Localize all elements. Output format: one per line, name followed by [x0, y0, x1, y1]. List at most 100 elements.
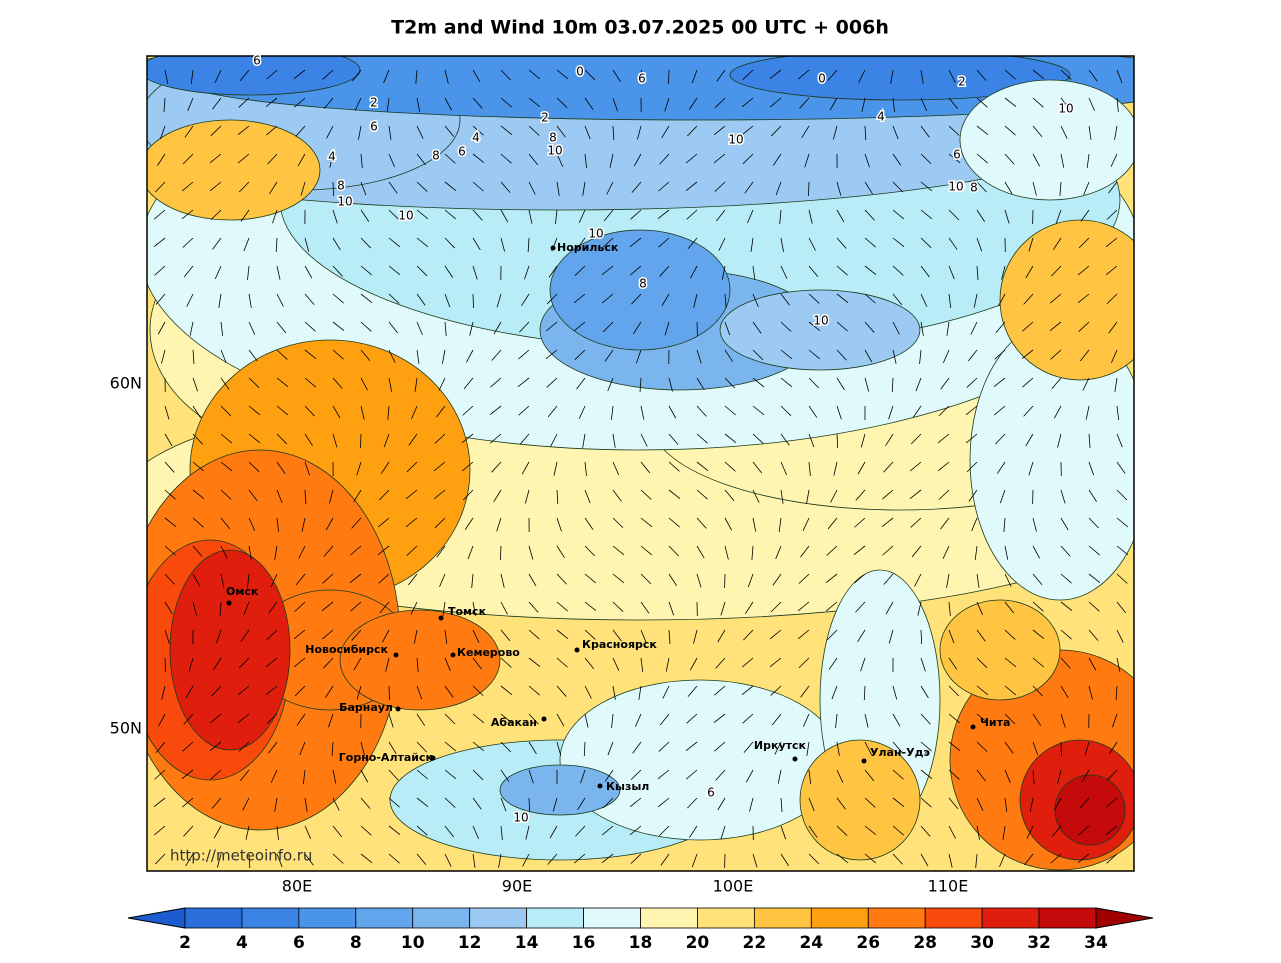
wind-barb — [352, 69, 362, 82]
wind-barb — [556, 657, 568, 668]
wind-barb — [836, 237, 847, 249]
wind-barb — [210, 769, 222, 780]
wind-barb — [500, 825, 503, 840]
contour-label: 6 — [370, 120, 378, 134]
wind-barb — [657, 209, 670, 220]
wind-barb — [831, 685, 838, 700]
wind-barb — [192, 461, 204, 472]
wind-barb — [948, 237, 958, 250]
wind-barb — [1105, 265, 1118, 276]
wind-barb — [801, 125, 810, 139]
wind-barb — [976, 69, 987, 81]
wind-barb — [220, 405, 232, 417]
wind-barb — [522, 853, 530, 867]
wind-barb — [304, 797, 308, 812]
wind-barb — [920, 769, 933, 780]
wind-barb — [276, 293, 284, 307]
wind-barb — [548, 265, 558, 278]
wind-barb — [304, 433, 313, 447]
wind-barb — [714, 97, 726, 109]
wind-barb — [808, 321, 821, 332]
wind-barb — [155, 293, 166, 305]
wind-barb — [830, 489, 838, 503]
wind-barb — [472, 209, 483, 221]
wind-barb — [388, 769, 399, 781]
wind-barb — [799, 97, 810, 109]
contour-label: 10 — [588, 227, 603, 241]
wind-barb — [612, 461, 620, 475]
wind-barb — [574, 265, 586, 276]
wind-barb — [1114, 125, 1118, 140]
wind-barb — [266, 69, 278, 80]
wind-barb — [413, 629, 418, 644]
wind-barb — [948, 293, 952, 308]
wind-barb — [189, 321, 194, 336]
wind-barb — [1032, 713, 1042, 726]
wind-barb — [163, 97, 166, 112]
wind-barb — [1049, 321, 1062, 332]
colorbar-tick-label: 16 — [572, 933, 596, 953]
colorbar-box — [469, 907, 528, 929]
wind-barb — [777, 769, 782, 784]
wind-barb — [327, 713, 334, 728]
wind-barb — [798, 657, 810, 669]
wind-barb — [976, 153, 988, 164]
wind-barb — [388, 853, 400, 864]
wind-barb — [1032, 685, 1043, 697]
wind-barb — [742, 657, 754, 668]
wind-barb — [827, 69, 838, 81]
city-label: Норильск — [557, 241, 619, 254]
wind-barb — [576, 377, 586, 390]
wind-barb — [298, 545, 306, 559]
wind-barb — [836, 321, 848, 332]
wind-barb — [687, 797, 698, 809]
contour-label: 6 — [458, 145, 466, 159]
wind-barb — [416, 97, 421, 112]
wind-barb — [388, 825, 401, 836]
wind-barb — [405, 517, 418, 528]
contour-label: 6 — [638, 72, 646, 86]
wind-barb — [360, 377, 368, 391]
wind-barb — [304, 825, 312, 839]
wind-barb — [826, 629, 838, 641]
wind-barb — [243, 237, 250, 252]
wind-barb — [1004, 601, 1014, 614]
wind-barb — [500, 769, 510, 782]
wind-barb — [353, 489, 362, 503]
wind-barb — [808, 405, 818, 418]
colorbar-box — [184, 907, 243, 929]
wind-barb — [528, 685, 540, 696]
wind-barb — [601, 265, 614, 276]
wind-barb — [1050, 293, 1062, 304]
wind-barb — [658, 825, 670, 837]
wind-barb — [496, 293, 502, 308]
wind-barb — [164, 545, 176, 556]
wind-barb — [780, 433, 790, 446]
wind-barb — [836, 769, 844, 783]
wind-barb — [153, 237, 166, 248]
wind-barb — [696, 433, 708, 444]
wind-barb — [806, 741, 810, 756]
wind-barb — [266, 713, 278, 724]
wind-barb — [584, 629, 596, 640]
wind-barb — [549, 825, 558, 839]
wind-barb — [1106, 853, 1118, 864]
temperature-area — [959, 79, 1134, 201]
temperature-area — [999, 219, 1134, 381]
wind-barb — [356, 461, 362, 476]
wind-barb — [744, 181, 754, 194]
wind-barb — [836, 377, 845, 391]
wind-barb — [808, 293, 820, 304]
wind-barb — [774, 741, 782, 755]
wind-barb — [1004, 685, 1017, 696]
wind-barb — [275, 237, 278, 252]
wind-barb — [828, 657, 838, 670]
city-marker — [861, 758, 867, 764]
wind-barb — [892, 769, 904, 780]
lat-label: 60N — [110, 374, 142, 393]
wind-barb — [1109, 741, 1118, 754]
wind-barb — [416, 797, 429, 808]
wind-barb — [237, 153, 250, 164]
wind-barb — [164, 69, 169, 84]
wind-barb — [836, 405, 842, 420]
